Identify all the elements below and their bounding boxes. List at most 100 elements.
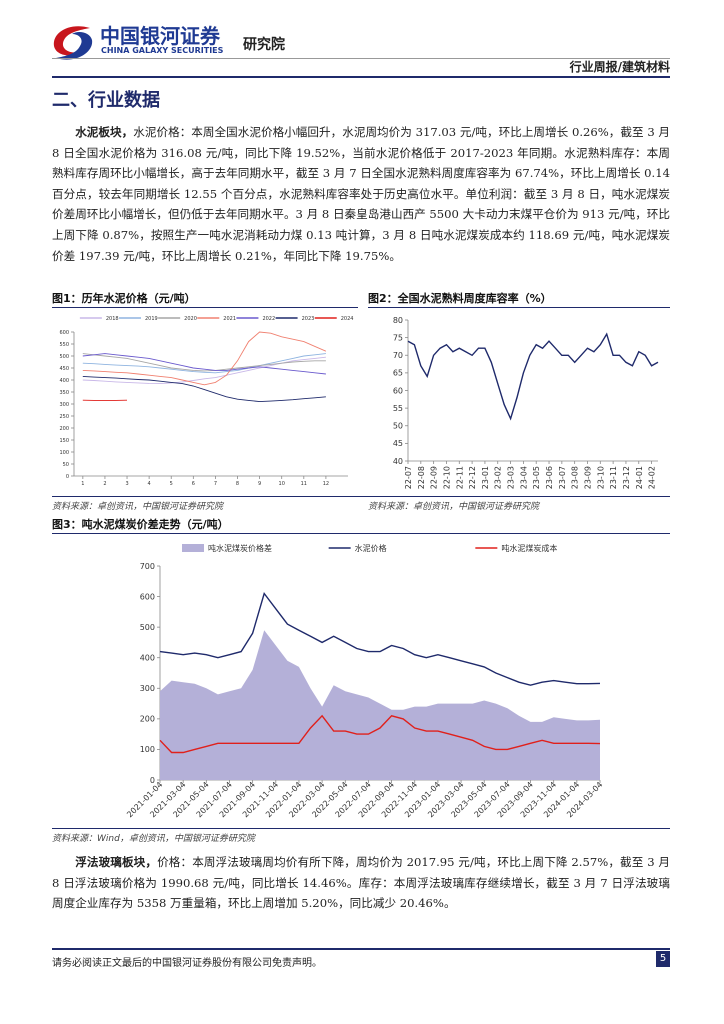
x-tick-label: 1 bbox=[81, 481, 84, 487]
legend-swatch bbox=[182, 544, 204, 552]
x-tick-label: 22-07 bbox=[404, 466, 413, 489]
x-tick-label: 23-08 bbox=[571, 466, 580, 489]
source: 资料来源：卓创资讯，中国银河证券研究院 bbox=[368, 502, 540, 512]
legend-label: 2018 bbox=[106, 316, 119, 322]
legend-label: 2024 bbox=[341, 316, 354, 322]
y-tick-label: 550 bbox=[59, 342, 69, 348]
line bbox=[82, 375, 326, 403]
x-tick-label: 24-01 bbox=[635, 466, 644, 489]
x-tick-label: 23-06 bbox=[545, 466, 554, 489]
rule bbox=[52, 76, 670, 78]
y-tick-label: 80 bbox=[393, 316, 403, 325]
y-tick-label: 600 bbox=[59, 330, 69, 336]
y-tick-label: 150 bbox=[59, 438, 69, 444]
x-tick-label: 23-10 bbox=[596, 466, 605, 489]
paragraph: 水泥板块，水泥价格：本周全国水泥价格小幅回升，水泥周均价为 317.03 元/吨… bbox=[52, 122, 670, 266]
x-tick-label: 23-01 bbox=[481, 466, 490, 489]
y-tick-label: 100 bbox=[140, 745, 155, 754]
section-title: 二、行业数据 bbox=[52, 90, 160, 111]
brand: 中国银河证券 bbox=[100, 24, 220, 48]
legend-label: 2023 bbox=[302, 316, 315, 322]
x-tick-label: 22-12 bbox=[468, 466, 477, 489]
y-tick-label: 40 bbox=[393, 457, 403, 466]
disclaimer: 请务必阅读正文最后的中国银河证券股份有限公司免责声明。 bbox=[52, 958, 322, 969]
lead: 浮法玻璃板块， bbox=[75, 855, 158, 869]
figure-title: 图2：全国水泥熟料周度库容率（%） bbox=[368, 292, 552, 305]
y-tick-label: 50 bbox=[63, 462, 69, 468]
x-tick-label: 23-02 bbox=[494, 466, 503, 489]
y-tick-label: 0 bbox=[66, 474, 69, 480]
y-tick-label: 500 bbox=[59, 354, 69, 360]
x-tick-label: 22-10 bbox=[442, 466, 451, 489]
y-tick-label: 700 bbox=[140, 562, 155, 571]
y-tick-label: 500 bbox=[140, 623, 155, 632]
source: 资料来源：卓创资讯，中国银河证券研究院 bbox=[52, 502, 224, 512]
x-tick-label: 23-12 bbox=[622, 466, 631, 489]
source: 资料来源：Wind，卓创资讯，中国银河证券研究院 bbox=[52, 834, 255, 844]
y-tick-label: 300 bbox=[59, 402, 69, 408]
line bbox=[407, 332, 659, 421]
rule bbox=[52, 307, 358, 308]
figure-title: 图3：吨水泥煤炭价差走势（元/吨） bbox=[52, 518, 229, 531]
legend-label: 2020 bbox=[184, 316, 197, 322]
rule bbox=[52, 948, 670, 950]
x-tick-label: 10 bbox=[279, 481, 285, 487]
legend-label: 2019 bbox=[145, 316, 158, 322]
x-tick-label: 8 bbox=[236, 481, 239, 487]
chart: 40 45 50 55 60 65 70 75 80 22-07 22-08 22-09 22-10 22… bbox=[393, 316, 659, 489]
x-tick-label: 3 bbox=[125, 481, 128, 487]
x-tick-label: 5 bbox=[170, 481, 173, 487]
chart: 01002003004005006007002021-01-042021-03-… bbox=[125, 543, 604, 819]
y-tick-label: 50 bbox=[393, 422, 403, 431]
y-tick-label: 70 bbox=[393, 351, 403, 360]
y-tick-label: 600 bbox=[140, 592, 155, 601]
y-tick-label: 55 bbox=[393, 404, 403, 413]
y-tick-label: 45 bbox=[393, 439, 403, 448]
logo-mark bbox=[53, 26, 93, 60]
rule bbox=[52, 58, 670, 59]
x-tick-label: 12 bbox=[323, 481, 329, 487]
x-tick-label: 22-09 bbox=[430, 466, 439, 489]
brand-en: CHINA GALAXY SECURITIES bbox=[101, 46, 224, 55]
text: 价格：本周浮法玻璃周均价有所下降，周均价为 2017.95 元/吨，环比上周下降… bbox=[52, 855, 670, 911]
x-tick-label: 23-07 bbox=[558, 466, 567, 489]
figure-title: 图1：历年水泥价格（元/吨） bbox=[52, 292, 196, 305]
text: 水泥价格：本周全国水泥价格小幅回升，水泥周均价为 317.03 元/吨，环比上周… bbox=[52, 125, 670, 263]
page-number: 5 bbox=[656, 951, 670, 967]
rule bbox=[52, 496, 670, 497]
rule bbox=[52, 828, 670, 829]
x-tick-label: 23-04 bbox=[519, 466, 528, 489]
x-tick-label: 2 bbox=[103, 481, 106, 487]
y-tick-label: 200 bbox=[59, 426, 69, 432]
x-tick-label: 7 bbox=[214, 481, 217, 487]
rule bbox=[368, 307, 670, 308]
x-tick-label: 22-08 bbox=[417, 466, 426, 489]
x-tick-label: 9 bbox=[258, 481, 261, 487]
report-type: 行业周报/建筑材料 bbox=[569, 60, 670, 74]
y-tick-label: 450 bbox=[59, 366, 69, 372]
x-tick-label: 4 bbox=[148, 481, 151, 487]
x-tick-label: 6 bbox=[192, 481, 195, 487]
y-tick-label: 200 bbox=[140, 715, 155, 724]
x-tick-label: 23-05 bbox=[532, 466, 541, 489]
line bbox=[159, 714, 601, 754]
y-tick-label: 250 bbox=[59, 414, 69, 420]
lead: 水泥板块， bbox=[75, 125, 134, 139]
legend-label: 吨水泥煤炭价格差 bbox=[208, 543, 272, 553]
x-tick-label: 23-03 bbox=[507, 466, 516, 489]
paragraph: 浮法玻璃板块，价格：本周浮法玻璃周均价有所下降，周均价为 2017.95 元/吨… bbox=[52, 852, 670, 914]
rule bbox=[52, 533, 670, 534]
y-tick-label: 60 bbox=[393, 386, 403, 395]
x-tick-label: 22-11 bbox=[455, 466, 464, 489]
line bbox=[159, 591, 601, 686]
y-tick-label: 300 bbox=[140, 684, 155, 693]
y-tick-label: 100 bbox=[59, 450, 69, 456]
legend-label: 吨水泥煤炭成本 bbox=[501, 543, 557, 553]
x-tick-label: 11 bbox=[301, 481, 307, 487]
x-tick-label: 23-09 bbox=[583, 466, 592, 489]
legend-label: 2022 bbox=[262, 316, 275, 322]
y-tick-label: 65 bbox=[393, 369, 403, 378]
institute: 研究院 bbox=[243, 37, 285, 53]
y-tick-label: 75 bbox=[393, 333, 403, 342]
